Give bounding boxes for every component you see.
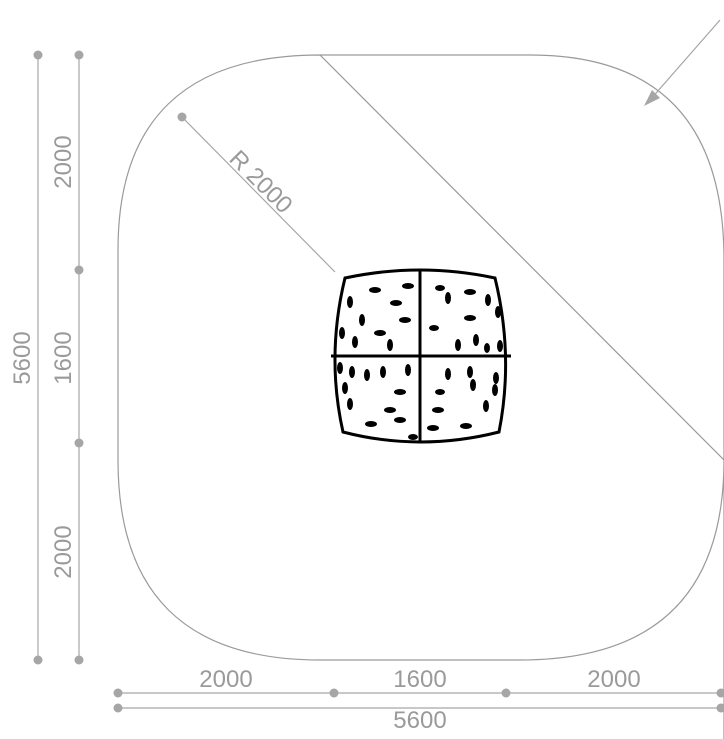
- radius-leader: [177, 112, 336, 273]
- perforation-hole: [467, 366, 473, 378]
- perforation-hole: [374, 330, 386, 336]
- radius-label: R 2000: [224, 145, 298, 219]
- vertical-segment-top-label: 2000: [50, 135, 77, 188]
- perforation-hole: [337, 362, 343, 374]
- perforation-hole: [445, 368, 451, 380]
- perforation-hole: [369, 287, 381, 293]
- perforation-hole: [349, 366, 355, 378]
- horizontal-segment-right-label: 2000: [587, 666, 640, 693]
- vertical-segment-middle-label: 1600: [50, 331, 77, 384]
- perforation-hole: [402, 283, 414, 289]
- horizontal-segment-left-label: 2000: [199, 666, 252, 693]
- perforation-hole: [408, 434, 418, 440]
- vertical-segment-bottom-label: 2000: [50, 525, 77, 578]
- vertical-segment-dimension: [74, 50, 84, 665]
- perforation-hole: [342, 382, 348, 394]
- perforation-hole: [464, 289, 476, 295]
- perforation-hole: [352, 336, 358, 348]
- perforation-hole: [473, 334, 479, 346]
- perforation-hole: [495, 306, 501, 318]
- safety-zone-boundary: [117, 54, 724, 739]
- perforation-hole: [365, 421, 377, 427]
- pointer-arrow: [644, 19, 721, 106]
- perforation-hole: [364, 369, 370, 381]
- perforation-hole: [432, 407, 444, 413]
- perforation-hole: [380, 366, 386, 378]
- perforation-hole: [493, 372, 499, 384]
- perforation-hole: [485, 294, 491, 306]
- perforation-hole: [435, 389, 445, 395]
- perforation-hole: [359, 314, 365, 326]
- horizontal-total-label: 5600: [393, 707, 446, 734]
- perforation-hole: [347, 296, 353, 308]
- perforation-hole: [405, 364, 411, 376]
- perforation-hole: [399, 317, 411, 323]
- perforation-hole: [339, 327, 345, 339]
- platform-object: [331, 268, 511, 444]
- perforation-hole: [384, 407, 396, 413]
- perforation-hole: [429, 325, 439, 331]
- perforation-hole: [394, 417, 406, 423]
- perforation-hole: [497, 340, 503, 352]
- horizontal-segment-dimension: [113, 688, 724, 698]
- perforation-hole: [435, 285, 445, 291]
- horizontal-total-dimension: [113, 703, 724, 713]
- perforation-hole: [394, 389, 406, 395]
- vertical-total-label: 5600: [9, 331, 36, 384]
- vertical-total-dimension: [33, 50, 43, 665]
- horizontal-segment-middle-label: 1600: [393, 666, 446, 693]
- perforation-hole: [390, 300, 402, 306]
- perforation-hole: [464, 315, 476, 321]
- perforation-hole: [460, 423, 472, 429]
- perforation-hole: [427, 425, 439, 431]
- perforation-pattern: [337, 283, 503, 440]
- perforation-hole: [347, 398, 353, 410]
- perforation-hole: [455, 339, 461, 351]
- perforation-hole: [387, 339, 393, 351]
- perforation-hole: [470, 379, 476, 391]
- perforation-hole: [484, 343, 490, 353]
- perforation-hole: [445, 292, 451, 304]
- perforation-hole: [483, 400, 489, 412]
- perforation-hole: [492, 384, 498, 396]
